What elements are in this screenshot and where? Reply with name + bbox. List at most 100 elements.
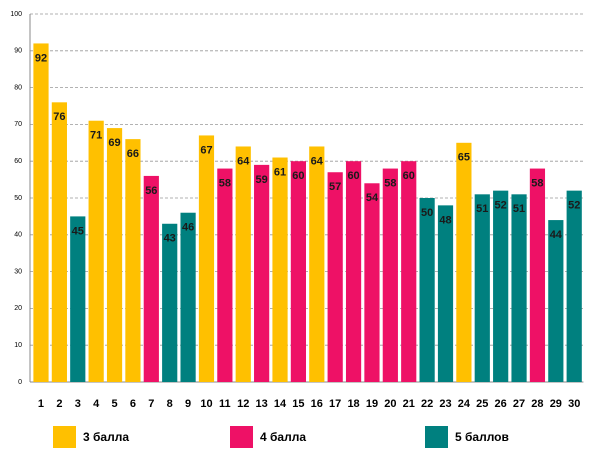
value-label: 52 (495, 200, 507, 212)
bar (327, 172, 343, 382)
bar (162, 223, 178, 382)
bar (33, 43, 49, 382)
value-label: 58 (531, 177, 543, 189)
value-label: 92 (35, 52, 47, 64)
bar (419, 198, 435, 382)
bar (474, 194, 490, 382)
value-label: 45 (72, 225, 84, 237)
bar (364, 183, 380, 382)
value-label: 44 (550, 229, 563, 241)
x-tick-label: 6 (130, 398, 136, 410)
x-tick-label: 8 (167, 398, 173, 410)
x-tick-label: 14 (274, 398, 287, 410)
x-tick-label: 19 (366, 398, 378, 410)
x-tick-label: 20 (384, 398, 396, 410)
bar (401, 161, 417, 382)
bar (88, 120, 104, 382)
value-label: 69 (108, 137, 120, 149)
x-tick-label: 24 (458, 398, 471, 410)
x-tick-label: 7 (148, 398, 154, 410)
legend-swatch (230, 426, 253, 448)
bar (180, 212, 196, 382)
x-tick-label: 2 (56, 398, 62, 410)
y-tick-label: 40 (14, 232, 22, 239)
x-tick-label: 16 (311, 398, 323, 410)
bar (143, 175, 159, 382)
value-label: 43 (164, 233, 176, 245)
bar (70, 216, 86, 382)
x-tick-label: 23 (439, 398, 451, 410)
bar (345, 161, 362, 382)
y-tick-label: 0 (18, 379, 22, 386)
x-tick-label: 15 (292, 398, 304, 410)
value-label: 57 (329, 181, 341, 193)
value-label: 67 (200, 144, 212, 156)
bar (254, 164, 270, 382)
x-tick-label: 29 (550, 398, 562, 410)
x-tick-label: 28 (531, 398, 543, 410)
y-tick-label: 70 (14, 121, 22, 128)
value-label: 60 (347, 170, 359, 182)
bar (382, 168, 398, 382)
bar (51, 102, 67, 382)
y-tick-label: 10 (14, 342, 22, 349)
x-tick-label: 21 (403, 398, 415, 410)
value-label: 64 (311, 155, 324, 167)
x-tick-label: 3 (75, 398, 81, 410)
y-tick-label: 30 (14, 268, 22, 275)
value-label: 65 (458, 152, 470, 164)
x-tick-label: 10 (200, 398, 212, 410)
y-tick-label: 100 (10, 11, 22, 18)
legend-label: 3 балла (83, 430, 129, 444)
x-tick-label: 22 (421, 398, 433, 410)
y-tick-label: 60 (14, 158, 22, 165)
value-label: 51 (476, 203, 488, 215)
bar (456, 142, 472, 382)
legend-swatch (425, 426, 448, 448)
legend-label: 4 балла (260, 430, 306, 444)
y-tick-label: 50 (14, 195, 22, 202)
value-label: 58 (384, 177, 396, 189)
value-label: 61 (274, 166, 286, 178)
bar (235, 146, 251, 382)
value-label: 52 (568, 200, 580, 212)
value-label: 66 (127, 148, 139, 160)
y-tick-label: 90 (14, 48, 22, 55)
value-label: 48 (439, 214, 451, 226)
bar (437, 205, 454, 382)
value-label: 50 (421, 207, 433, 219)
bar (290, 161, 307, 382)
value-label: 58 (219, 177, 231, 189)
bar (493, 190, 509, 382)
x-tick-label: 9 (185, 398, 191, 410)
x-tick-label: 27 (513, 398, 525, 410)
bar (566, 190, 582, 382)
x-tick-label: 13 (256, 398, 268, 410)
legend-label: 5 баллов (455, 430, 509, 444)
bar (529, 168, 546, 382)
bar (309, 146, 325, 382)
x-tick-label: 4 (93, 398, 100, 410)
x-tick-label: 25 (476, 398, 488, 410)
value-label: 59 (256, 174, 268, 186)
bar (548, 220, 564, 382)
x-tick-label: 5 (111, 398, 117, 410)
bar (125, 139, 141, 382)
y-tick-label: 20 (14, 305, 22, 312)
value-label: 76 (53, 111, 65, 123)
x-tick-label: 26 (495, 398, 507, 410)
x-tick-label: 11 (219, 398, 231, 410)
bar (106, 128, 123, 382)
value-label: 54 (366, 192, 379, 204)
x-tick-label: 18 (347, 398, 359, 410)
value-label: 51 (513, 203, 525, 215)
value-label: 64 (237, 155, 250, 167)
x-tick-label: 1 (38, 398, 44, 410)
x-tick-label: 30 (568, 398, 580, 410)
y-tick-label: 80 (14, 84, 22, 91)
value-label: 60 (403, 170, 415, 182)
value-label: 56 (145, 185, 157, 197)
x-tick-label: 17 (329, 398, 341, 410)
bar (511, 194, 527, 382)
